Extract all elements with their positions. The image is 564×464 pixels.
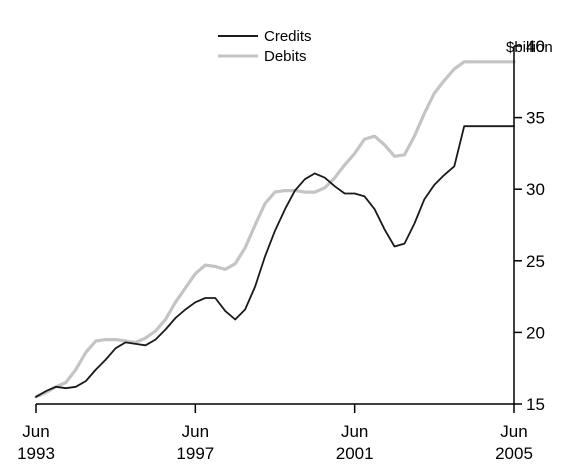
legend: Credits Debits	[218, 28, 312, 65]
x-tick-label-year: 1997	[176, 444, 214, 463]
legend-debits-label: Debits	[264, 48, 307, 65]
series-line-debits	[34, 60, 516, 399]
y-tick-label: 30	[526, 180, 545, 199]
x-tick-label-year: 2001	[336, 444, 374, 463]
legend-credits-label: Credits	[264, 28, 312, 45]
x-tick-label-month: Jun	[182, 422, 209, 441]
x-tick-label-month: Jun	[500, 422, 527, 441]
x-tick-label-year: 1993	[17, 444, 55, 463]
x-tick-label-year: 2005	[495, 444, 533, 463]
x-axis: Jun 1993 Jun 1997 Jun 2001 Jun 2005	[17, 403, 533, 463]
y-tick-label: 15	[526, 395, 545, 414]
plot-lines	[34, 60, 516, 399]
y-tick-label: 25	[526, 252, 545, 271]
y-unit-label: $billion	[506, 39, 553, 56]
y-tick-label: 35	[526, 109, 545, 128]
y-tick-label: 40	[526, 37, 545, 56]
x-tick-label-month: Jun	[22, 422, 49, 441]
series-line-credits	[35, 125, 515, 398]
x-tick-label-month: Jun	[341, 422, 368, 441]
y-axis: $billion 15 20 25 30 35 40	[506, 37, 553, 414]
y-tick-label: 20	[526, 323, 545, 342]
